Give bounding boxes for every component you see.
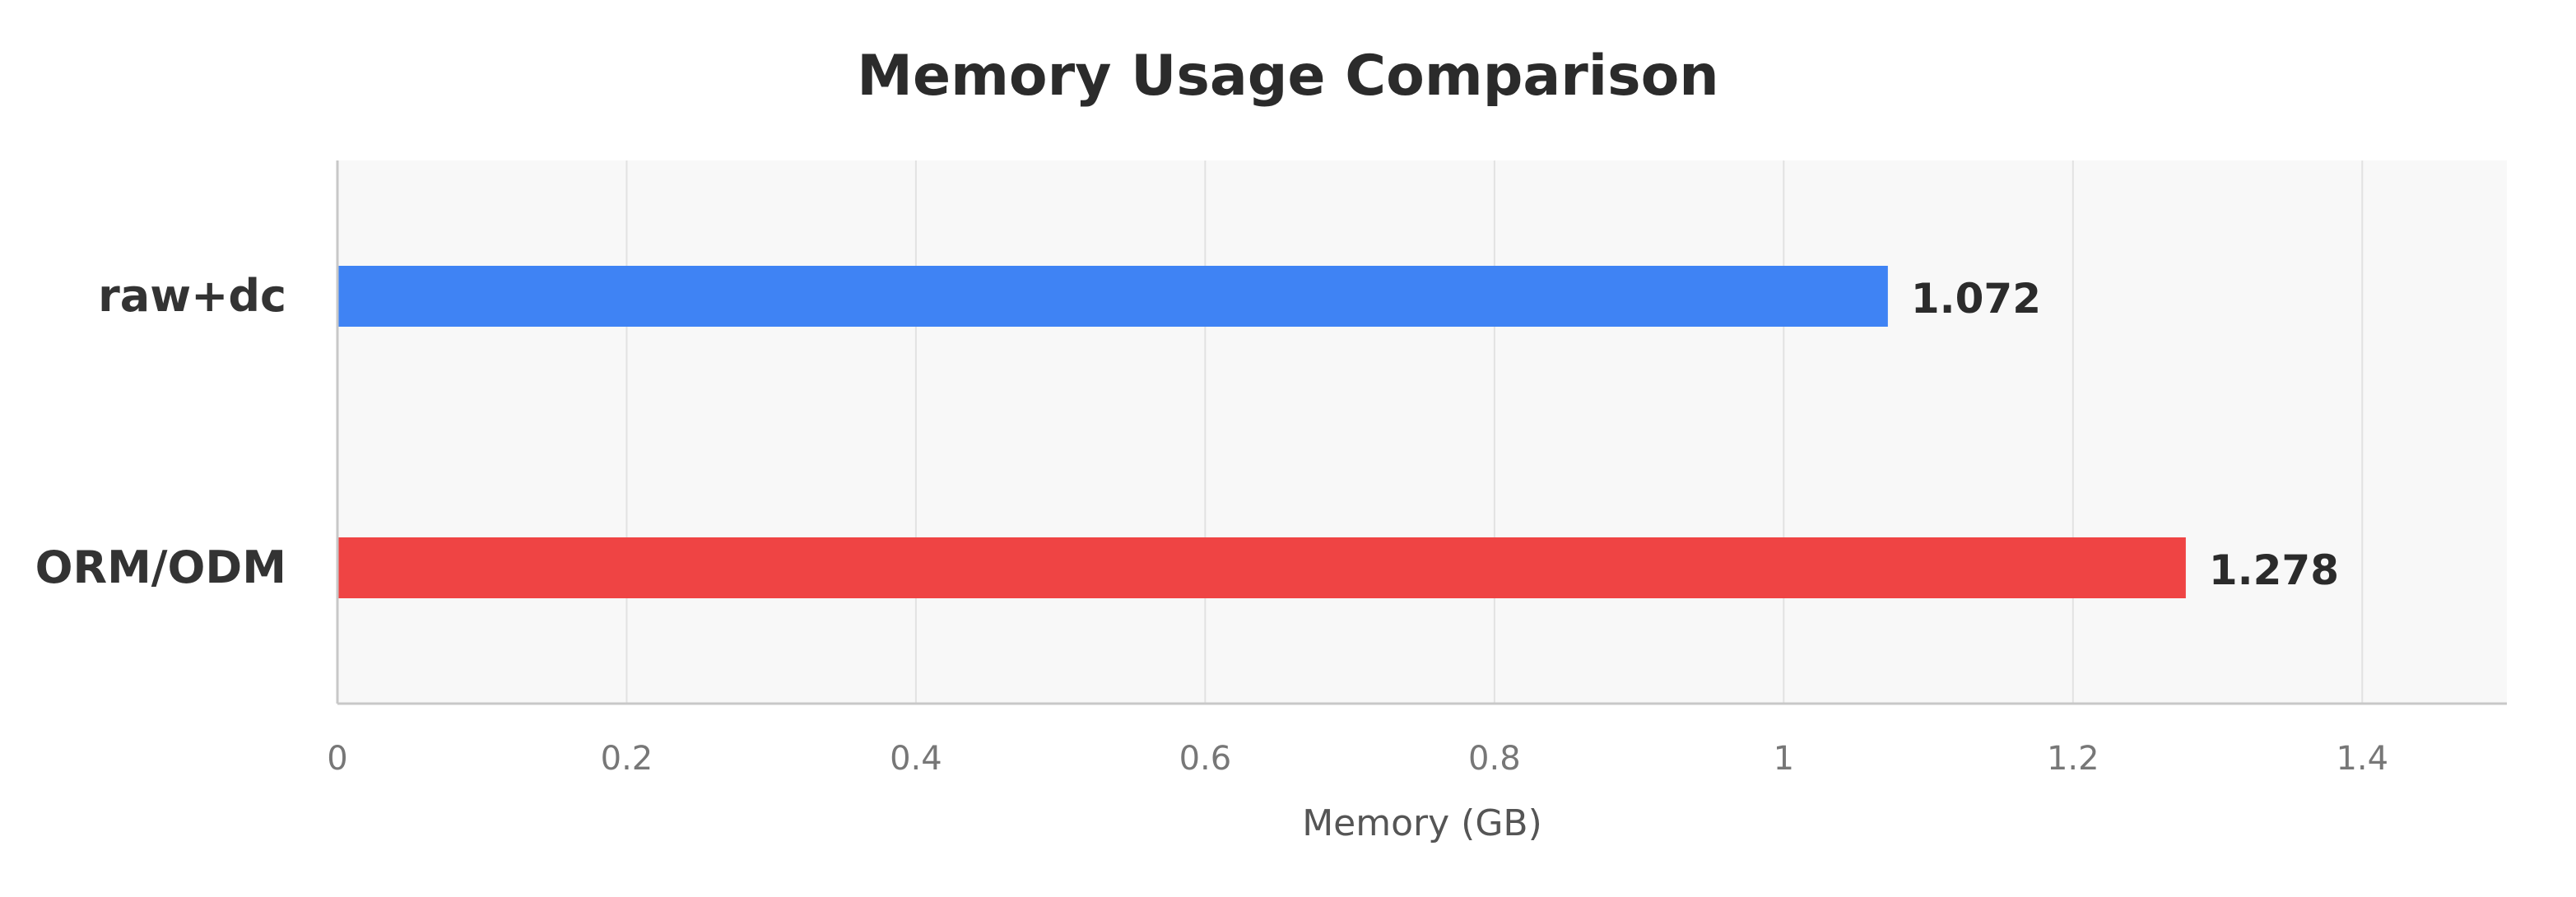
x-tick-label: 1 xyxy=(1774,740,1794,778)
y-category-labels: raw+dc ORM/ODM xyxy=(35,270,286,593)
bar-1 xyxy=(338,266,1888,327)
x-tick-label: 0.4 xyxy=(890,740,942,778)
value-label: 1.072 xyxy=(1911,275,2041,323)
x-tick-label: 0.2 xyxy=(601,740,653,778)
bar-2 xyxy=(338,537,2186,598)
axes xyxy=(336,160,2507,705)
grid-lines xyxy=(625,160,2364,704)
x-tick-label: 1.4 xyxy=(2336,740,2388,778)
x-tick-label: 0.6 xyxy=(1179,740,1232,778)
category-label: raw+dc xyxy=(98,270,286,322)
value-labels: 1.072 1.278 xyxy=(1911,275,2339,594)
x-tick-label: 0 xyxy=(327,740,347,778)
x-axis-title: Memory (GB) xyxy=(1302,802,1542,844)
bars xyxy=(338,266,2186,598)
category-label: ORM/ODM xyxy=(35,541,286,593)
x-tick-labels: 0 0.2 0.4 0.6 0.8 1 1.2 1.4 xyxy=(327,740,2388,778)
chart-title: Memory Usage Comparison xyxy=(857,44,1718,109)
x-tick-label: 0.8 xyxy=(1468,740,1521,778)
plot-area-background xyxy=(337,160,2507,704)
value-label: 1.278 xyxy=(2209,546,2339,594)
x-tick-label: 1.2 xyxy=(2047,740,2099,778)
